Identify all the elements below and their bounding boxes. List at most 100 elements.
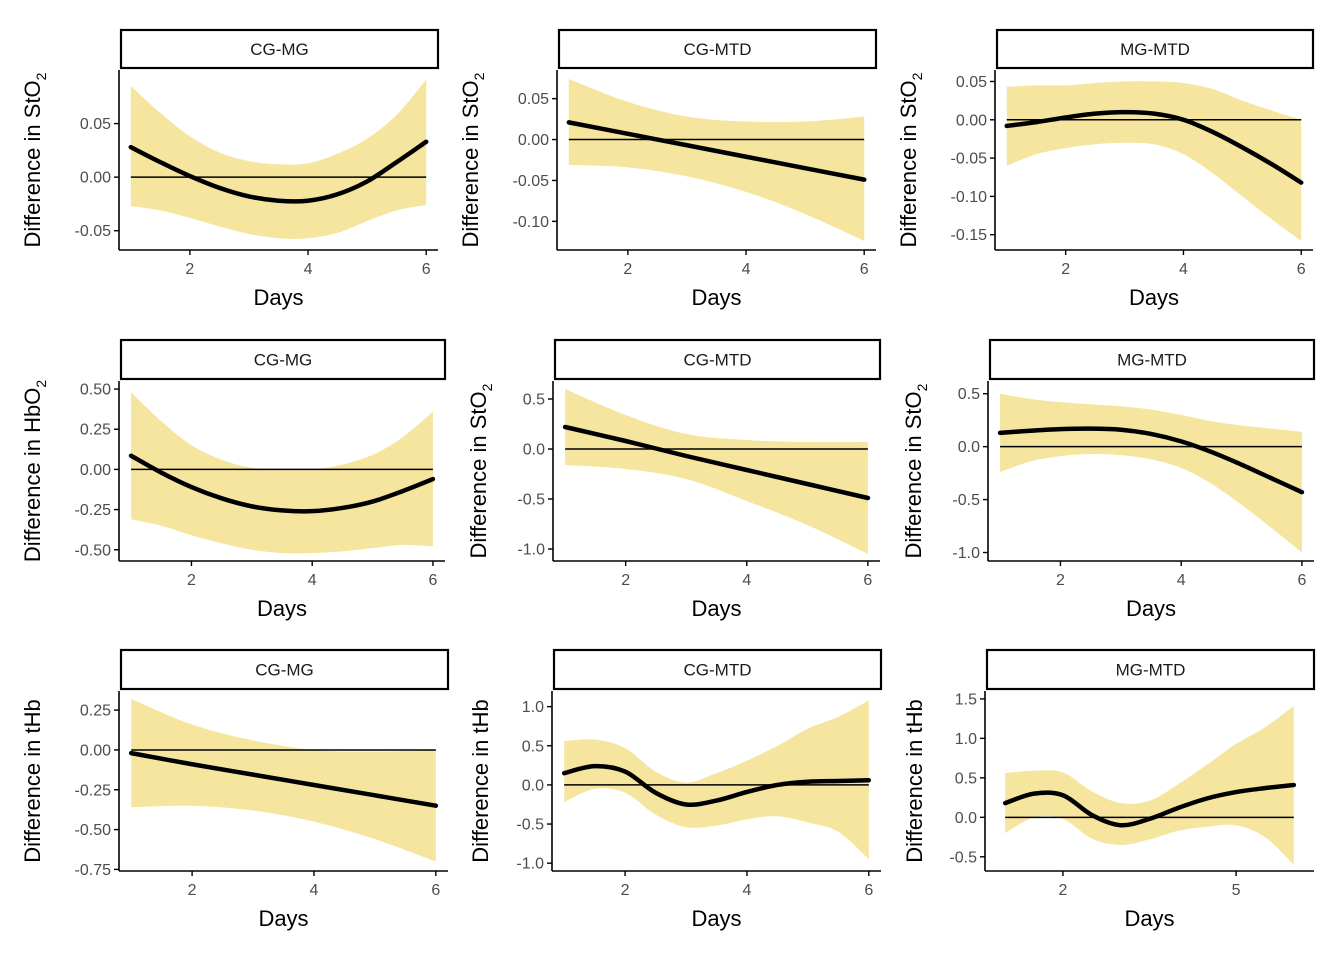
- confidence-band: [1000, 393, 1302, 553]
- confidence-band: [131, 392, 433, 554]
- y-tick-label: 0.5: [522, 738, 544, 755]
- y-axis-title: Difference in HbO2: [20, 380, 49, 562]
- facet-strip-label: CG-MTD: [684, 40, 752, 59]
- x-tick-label: 4: [1177, 572, 1186, 589]
- y-tick-label: 0.05: [80, 116, 111, 133]
- x-tick-label: 2: [623, 261, 632, 278]
- estimate-line: [997, 426, 1305, 495]
- x-axis-title: Days: [253, 285, 303, 310]
- facet-strip: [119, 338, 447, 381]
- estimate-line: [128, 453, 436, 514]
- chart-panel-2: CG-MTD -0.10 -0.05 0.00 0.05 2 4 6 Days Differenc…: [458, 28, 878, 310]
- y-tick-label: 0.50: [80, 382, 111, 399]
- confidence-band: [564, 700, 869, 860]
- facet-strip-label: CG-MG: [254, 351, 313, 370]
- facet-strip-label: CG-MTD: [684, 351, 752, 370]
- x-tick-label: 6: [431, 882, 440, 899]
- x-tick-label: 2: [188, 882, 197, 899]
- x-tick-label: 4: [310, 882, 319, 899]
- y-tick-label: -0.15: [951, 227, 988, 244]
- y-tick-label: -0.5: [517, 492, 545, 509]
- y-axis-title: Difference in tHb: [902, 699, 927, 862]
- chart-panel-8: CG-MTD -1.0 -0.5 0.0 0.5 1.0 2 4 6 Days Difference…: [468, 648, 883, 931]
- y-tick-label: 0.00: [80, 742, 111, 759]
- x-tick-label: 4: [743, 882, 752, 899]
- y-tick-label: -0.50: [75, 822, 112, 839]
- chart-panel-1: CG-MG -0.05 0.00 0.05 2 4 6 Days Difference in S…: [20, 28, 440, 310]
- facet-strip: [119, 28, 440, 70]
- y-tick-label: -0.05: [75, 223, 112, 240]
- estimate-line: [128, 139, 429, 204]
- y-tick-label: 0.00: [956, 112, 987, 129]
- y-tick-label: 0.0: [522, 777, 544, 794]
- y-tick-label: 0.00: [518, 132, 549, 149]
- facet-strip: [552, 648, 883, 691]
- x-tick-label: 2: [185, 261, 194, 278]
- x-axis-title: Days: [1126, 596, 1176, 621]
- y-tick-label: -0.05: [513, 173, 550, 190]
- y-tick-label: -1.0: [516, 856, 544, 873]
- x-axis-title: Days: [691, 596, 741, 621]
- x-tick-label: 2: [1056, 572, 1065, 589]
- y-tick-label: 0.0: [955, 810, 977, 827]
- y-axis-title: Difference in StO2: [20, 72, 49, 247]
- y-tick-label: 0.05: [956, 74, 987, 91]
- y-tick-label: 0.05: [518, 91, 549, 108]
- y-tick-label: 1.0: [955, 731, 977, 748]
- y-axis-title: Difference in StO2: [466, 383, 495, 558]
- y-tick-label: -0.50: [75, 542, 112, 559]
- y-tick-label: -0.25: [75, 502, 112, 519]
- y-tick-label: -0.5: [516, 817, 544, 834]
- facet-strip: [985, 648, 1316, 691]
- x-tick-label: 6: [1297, 572, 1306, 589]
- x-tick-label: 2: [187, 572, 196, 589]
- x-tick-label: 2: [621, 572, 630, 589]
- y-axis-title: Difference in tHb: [20, 699, 45, 862]
- x-tick-label: 2: [1058, 882, 1067, 899]
- y-tick-label: 0.25: [80, 422, 111, 439]
- x-tick-label: 6: [428, 572, 437, 589]
- y-tick-label: 1.0: [522, 699, 544, 716]
- y-tick-label: 0.5: [955, 770, 977, 787]
- confidence-band: [130, 79, 427, 239]
- estimate-line: [566, 120, 867, 182]
- y-tick-label: -0.05: [951, 151, 988, 168]
- chart-panel-6: MG-MTD -1.0 -0.5 0.0 0.5 2 4 6 Days Difference in…: [901, 338, 1316, 621]
- x-tick-label: 6: [1297, 261, 1306, 278]
- y-axis-title: Difference in StO2: [896, 72, 925, 247]
- y-tick-label: -0.75: [75, 862, 112, 879]
- chart-panel-5: CG-MTD -1.0 -0.5 0.0 0.5 2 4 6 Days Difference in…: [466, 338, 882, 621]
- facet-strip: [995, 28, 1315, 70]
- estimate-line: [1004, 109, 1304, 185]
- y-tick-label: -0.10: [513, 214, 550, 231]
- x-axis-title: Days: [258, 906, 308, 931]
- chart-panel-9: MG-MTD -0.5 0.0 0.5 1.0 1.5 2 5 Days Difference i…: [902, 648, 1316, 931]
- y-tick-label: 0.25: [80, 703, 111, 720]
- x-tick-label: 2: [621, 882, 630, 899]
- y-tick-label: -0.25: [75, 782, 112, 799]
- facet-strip: [553, 338, 882, 381]
- chart-panel-4: CG-MG -0.50 -0.25 0.00 0.25 0.50 2 4 6 Days Differ…: [20, 338, 447, 621]
- confidence-band: [568, 79, 865, 241]
- facet-strip: [119, 648, 450, 691]
- estimate-line: [128, 750, 439, 808]
- x-tick-label: 6: [863, 572, 872, 589]
- facet-strip-label: MG-MTD: [1117, 351, 1187, 370]
- estimate-line: [561, 763, 872, 808]
- y-tick-label: -1.0: [517, 542, 545, 559]
- facet-strip-label: CG-MG: [250, 40, 309, 59]
- confidence-band: [1006, 81, 1302, 241]
- x-tick-label: 4: [308, 572, 317, 589]
- facet-strip-label: CG-MG: [255, 661, 314, 680]
- x-axis-title: Days: [691, 906, 741, 931]
- x-tick-label: 4: [742, 572, 751, 589]
- y-tick-label: 0.00: [80, 462, 111, 479]
- x-tick-label: 6: [860, 261, 869, 278]
- y-tick-label: -0.5: [952, 492, 980, 509]
- facet-strip-label: MG-MTD: [1116, 661, 1186, 680]
- y-tick-label: 0.0: [958, 439, 980, 456]
- y-tick-label: 0.00: [80, 170, 111, 187]
- x-axis-title: Days: [1124, 906, 1174, 931]
- y-axis-title: Difference in StO2: [458, 72, 487, 247]
